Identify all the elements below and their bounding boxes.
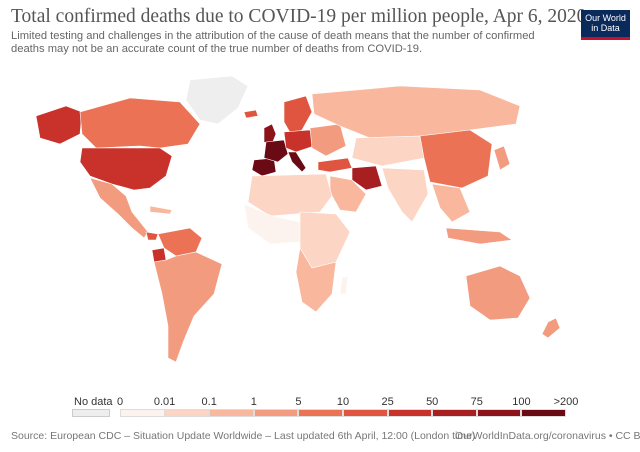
region-ecuador[interactable] [151, 247, 167, 263]
legend-bin[interactable] [298, 409, 343, 417]
region-south-america[interactable] [153, 251, 223, 363]
region-iceland[interactable] [243, 109, 259, 119]
source-url[interactable]: OurWorldInData.org/coronavirus • CC BY [455, 430, 640, 442]
legend-bin[interactable] [343, 409, 388, 417]
legend-tick-label: 5 [295, 396, 302, 408]
legend-tick-label: 100 [512, 396, 531, 408]
source-note: Source: European CDC – Situation Update … [11, 430, 476, 442]
region-greenland[interactable] [185, 75, 249, 125]
region-southeast-asia[interactable] [431, 183, 471, 223]
logo-underline [581, 37, 630, 40]
region-canada[interactable] [79, 97, 201, 149]
legend-bin[interactable] [521, 409, 566, 417]
region-caribbean[interactable] [149, 205, 173, 215]
legend-bin[interactable] [209, 409, 254, 417]
legend-no-data-label: No data [74, 396, 113, 408]
region-france[interactable] [263, 139, 289, 163]
legend-tick-label: >200 [553, 396, 579, 408]
region-central-asia[interactable] [351, 135, 425, 167]
logo-line2: in Data [591, 23, 620, 33]
legend-tick-label: 50 [426, 396, 439, 408]
color-legend: No data 0 0.01 0.1 1 5 10 25 50 75 100 >200 [0, 392, 640, 422]
region-madagascar[interactable] [339, 275, 349, 295]
legend-tick-label: 0 [116, 396, 124, 408]
region-mexico[interactable] [89, 177, 149, 239]
region-usa[interactable] [79, 147, 173, 191]
region-panama[interactable] [145, 231, 159, 241]
legend-bin[interactable] [387, 409, 433, 417]
legend-tick-label: 25 [381, 396, 394, 408]
region-eastern-europe[interactable] [309, 123, 347, 157]
region-china[interactable] [419, 129, 493, 189]
region-scandinavia[interactable] [283, 95, 313, 137]
region-italy[interactable] [287, 151, 307, 173]
world-map[interactable] [0, 72, 640, 392]
region-new-zealand[interactable] [541, 317, 561, 339]
region-north-africa[interactable] [247, 173, 333, 217]
chart-title: Total confirmed deaths due to COVID-19 p… [11, 6, 587, 27]
legend-tick-label: 10 [336, 396, 350, 408]
chart-subtitle: Limited testing and challenges in the at… [11, 30, 535, 55]
legend-tick-label: 1 [250, 396, 257, 408]
region-australia[interactable] [465, 265, 531, 321]
legend-bin[interactable] [432, 409, 477, 417]
legend-tick-label: 0.1 [201, 396, 217, 408]
region-south-asia[interactable] [381, 167, 429, 223]
legend-bin[interactable] [120, 409, 165, 417]
region-russia[interactable] [311, 85, 521, 139]
legend-bin[interactable] [476, 409, 522, 417]
region-indonesia[interactable] [445, 227, 513, 245]
region-southern-africa[interactable] [295, 247, 337, 313]
legend-tick-label: 75 [470, 396, 483, 408]
region-central-europe[interactable] [283, 129, 315, 153]
region-alaska[interactable] [35, 105, 83, 145]
region-iran[interactable] [351, 165, 383, 191]
region-east-africa[interactable] [299, 211, 351, 269]
region-uk[interactable] [263, 123, 277, 145]
region-turkey[interactable] [317, 157, 353, 173]
legend-bin[interactable] [253, 409, 299, 417]
logo-line1: Our World [585, 13, 626, 23]
legend-tick-label: 0.01 [153, 396, 176, 408]
owid-logo[interactable]: Our World in Data [581, 10, 630, 40]
region-korea-japan[interactable] [493, 145, 511, 171]
legend-no-data-swatch [72, 409, 110, 417]
legend-bin[interactable] [164, 409, 210, 417]
